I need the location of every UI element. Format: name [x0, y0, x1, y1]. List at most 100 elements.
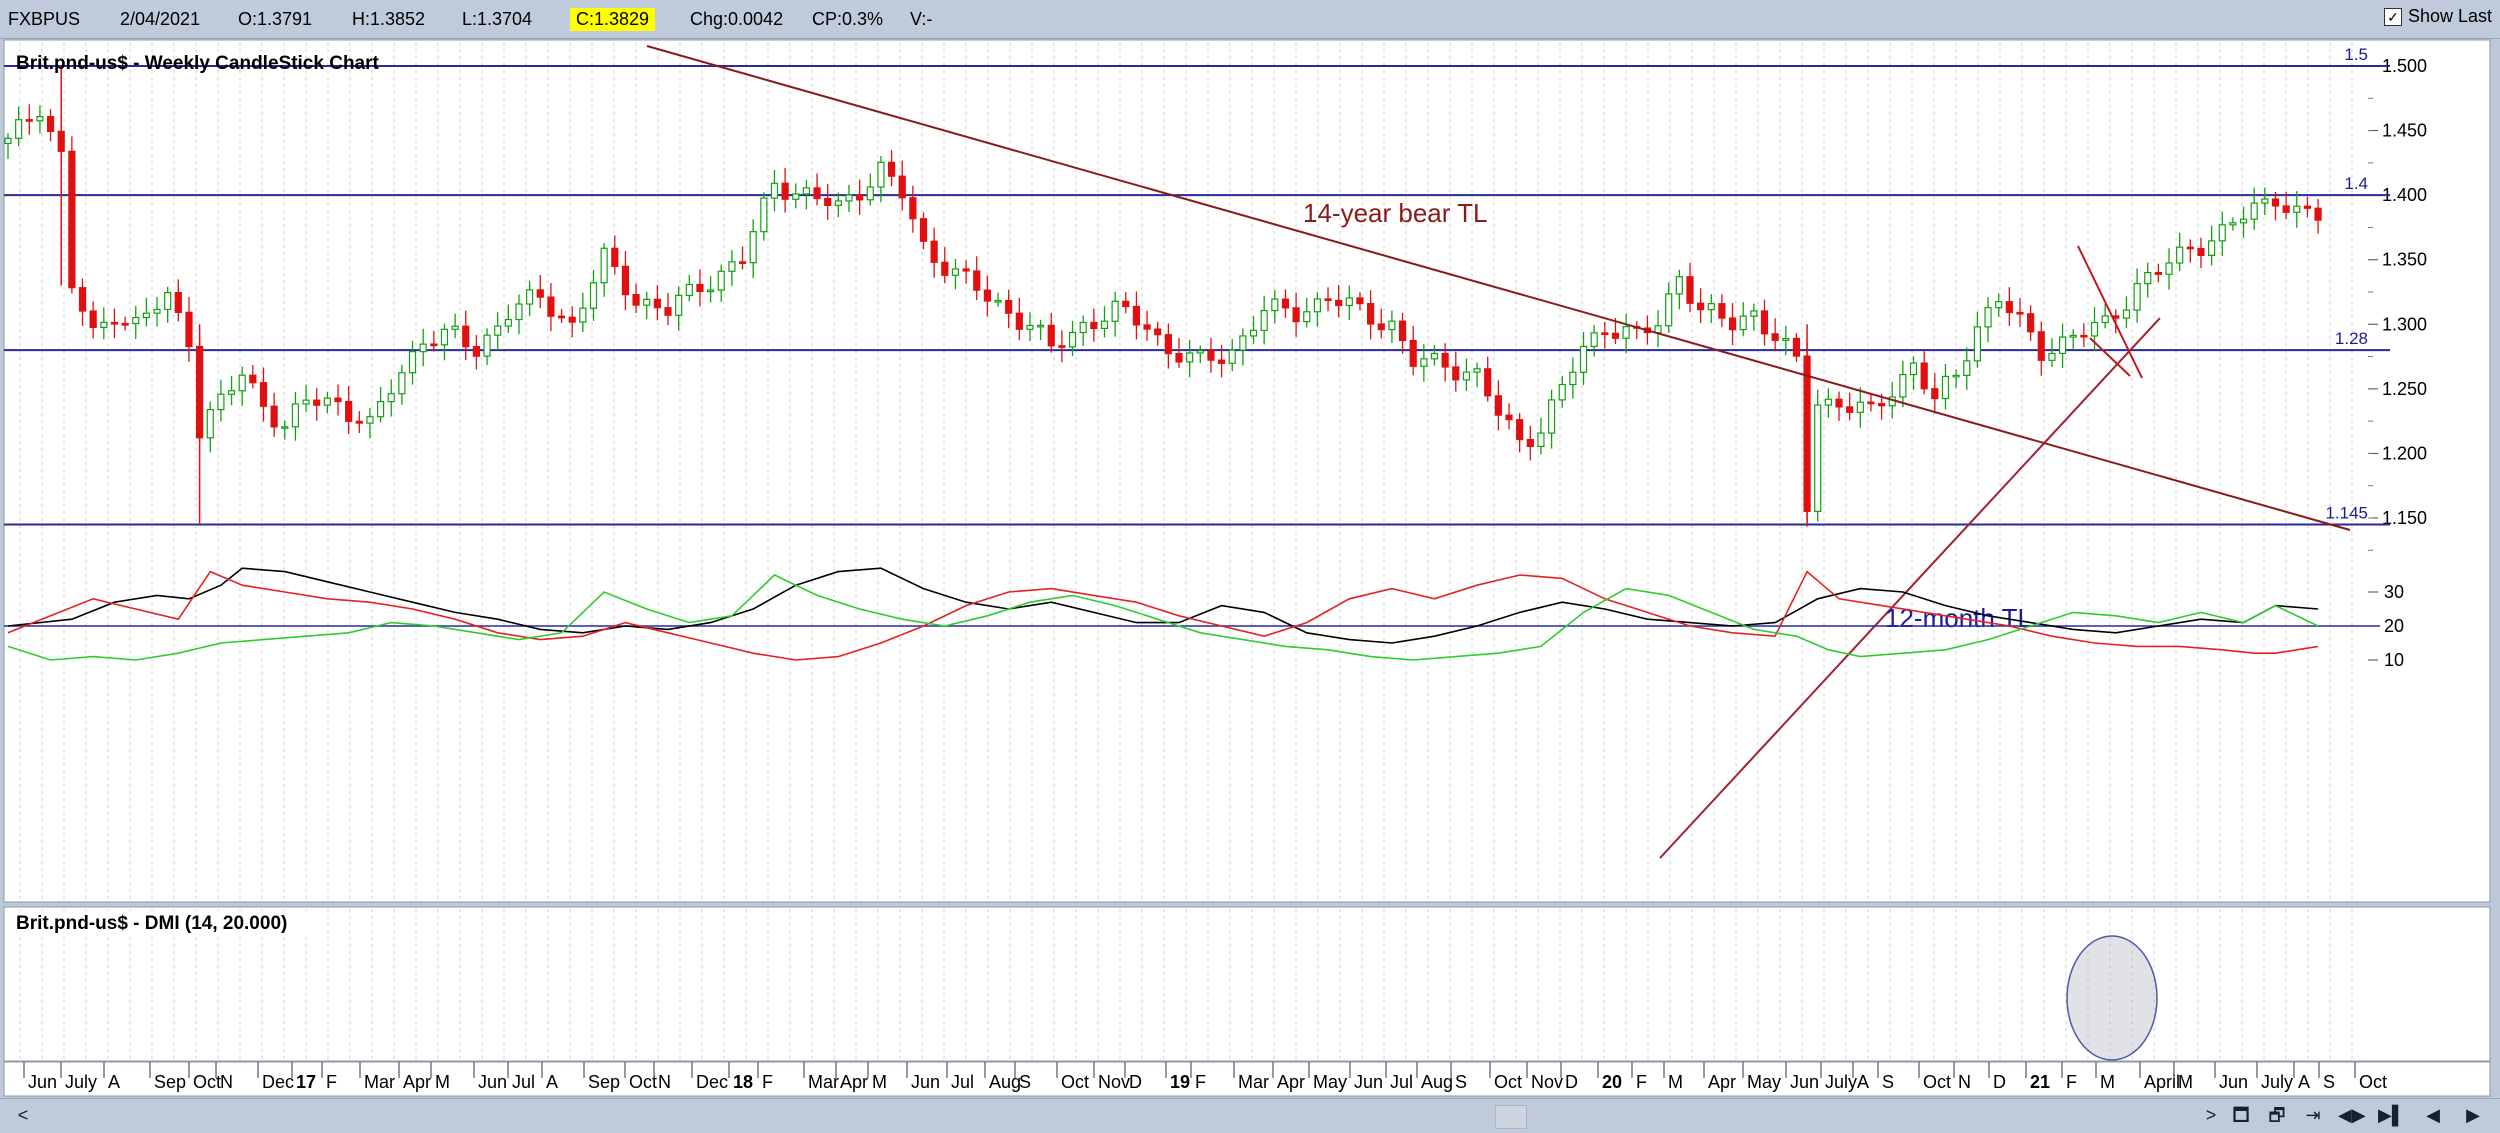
candle-body: [1824, 398, 1832, 406]
wedge-lower-line[interactable]: [2089, 337, 2131, 377]
candle-body: [2282, 205, 2290, 213]
scroll-left-icon[interactable]: <: [17, 1105, 29, 1125]
candle-body: [1356, 297, 1364, 305]
candle-body: [866, 186, 874, 201]
dmi-y-tick-label: 20: [2384, 616, 2404, 636]
candle-body: [1462, 371, 1471, 381]
candle-body: [1728, 317, 1737, 331]
candle-body: [1388, 320, 1396, 331]
dmi-y-axis: 30 20 10: [4, 582, 2404, 670]
price-panel: [3, 39, 2491, 903]
zoom-out-icon[interactable]: 🗗: [2268, 1105, 2286, 1125]
y-tick-label: 1.300: [2382, 314, 2427, 334]
candle-body: [1867, 401, 1875, 405]
candle-body: [1239, 335, 1247, 351]
candle-body: [1303, 311, 1311, 323]
bear-tl-annotation: 14-year bear TL: [1303, 198, 1488, 228]
scroll-right-icon[interactable]: >: [2205, 1105, 2217, 1125]
candle-body: [408, 351, 417, 374]
candle-body: [1590, 332, 1598, 348]
candle-body: [238, 374, 246, 392]
candle-body: [1452, 366, 1460, 381]
x-tick-label: Nov: [1531, 1072, 1563, 1092]
x-tick-label: Nov: [1098, 1072, 1130, 1092]
candle-body: [1547, 399, 1556, 434]
bear-trendline[interactable]: [646, 45, 2351, 531]
candle-body: [1207, 350, 1215, 361]
candle-body: [206, 409, 214, 439]
x-tick-label: April: [2144, 1072, 2180, 1092]
high-value: H:1.3852: [352, 9, 426, 29]
candle-body: [909, 197, 917, 220]
candle-body: [323, 397, 331, 406]
first-page-icon[interactable]: ◀▶: [2338, 1105, 2366, 1125]
candle-body: [1973, 326, 1982, 362]
candle-body: [877, 161, 885, 188]
candle-body: [1111, 300, 1119, 322]
x-tick-label: Mar: [1238, 1072, 1269, 1092]
x-tick-label: D: [1993, 1072, 2006, 1092]
candle-body: [2176, 246, 2184, 264]
candle-body: [2016, 311, 2024, 315]
show-last-toggle[interactable]: ✓ Show Last: [2383, 6, 2492, 27]
candle-body: [2037, 331, 2045, 361]
candle-body: [15, 119, 23, 139]
candle-body: [2101, 315, 2109, 324]
candle-body: [153, 308, 161, 314]
y-tick-label: 1.500: [2382, 56, 2427, 76]
x-tick-label: Jun: [1354, 1072, 1383, 1092]
wedge-upper-line[interactable]: [2077, 245, 2143, 379]
chart-area[interactable]: 1.500 1.450 1.400 1.350 1.300 1.250 1.200 1.150…: [0, 38, 2500, 1098]
y-tick-label: 1.450: [2382, 121, 2427, 141]
x-tick-label: Mar: [364, 1072, 395, 1092]
scrollbar-thumb[interactable]: [1495, 1105, 1527, 1129]
candle-body: [1249, 329, 1258, 337]
candle-body: [983, 289, 991, 302]
x-tick-label: Jun: [911, 1072, 940, 1092]
candle-body: [1430, 352, 1439, 360]
candle-body: [1143, 324, 1151, 330]
candle-body: [749, 231, 757, 264]
candle-body: [2058, 336, 2067, 355]
x-tick-label: A: [2298, 1072, 2310, 1092]
candle-body: [366, 416, 374, 424]
candle-body: [664, 307, 672, 316]
x-tick-label: Jun: [28, 1072, 57, 1092]
checkbox-icon[interactable]: ✓: [2383, 7, 2402, 26]
prev-icon[interactable]: ◀: [2426, 1105, 2440, 1125]
candle-body: [738, 261, 747, 264]
dmi-series-line: [7, 570, 2319, 661]
scroll-end-icon[interactable]: ⇥: [2305, 1105, 2321, 1125]
x-tick-label: S: [1019, 1072, 1031, 1092]
last-page-icon[interactable]: ▶▌: [2378, 1105, 2405, 1125]
candle-body: [1367, 302, 1375, 325]
candle-body: [270, 405, 278, 428]
candle-body: [1292, 307, 1300, 323]
candles: [4, 66, 2322, 527]
candle-body: [1271, 298, 1279, 312]
candle-body: [1846, 406, 1854, 413]
candle-body: [1345, 297, 1353, 307]
x-tick-label: F: [1195, 1072, 1206, 1092]
candle-body: [46, 115, 55, 132]
candle-body: [1601, 332, 1609, 336]
candle-body: [36, 115, 44, 122]
candle-body: [1899, 373, 1907, 398]
candle-body: [1984, 307, 1992, 328]
candle-body: [1228, 349, 1236, 364]
bull-trendline[interactable]: [1659, 317, 2161, 859]
zoom-in-icon[interactable]: 🗖: [2232, 1105, 2250, 1125]
candle-body: [632, 294, 640, 306]
level-label: 1.5: [2344, 45, 2368, 64]
candle-body: [1782, 337, 1790, 341]
candle-body: [994, 299, 1002, 303]
x-tick-label: F: [2066, 1072, 2077, 1092]
low-value: L:1.3704: [462, 9, 533, 29]
candle-body: [951, 268, 960, 276]
close-value: C:1.3829: [570, 8, 656, 31]
candle-body: [675, 294, 683, 316]
x-tick-label: July: [2261, 1072, 2293, 1092]
candle-body: [1877, 403, 1886, 407]
candle-body: [1835, 398, 1843, 408]
next-icon[interactable]: ▶: [2466, 1105, 2480, 1125]
